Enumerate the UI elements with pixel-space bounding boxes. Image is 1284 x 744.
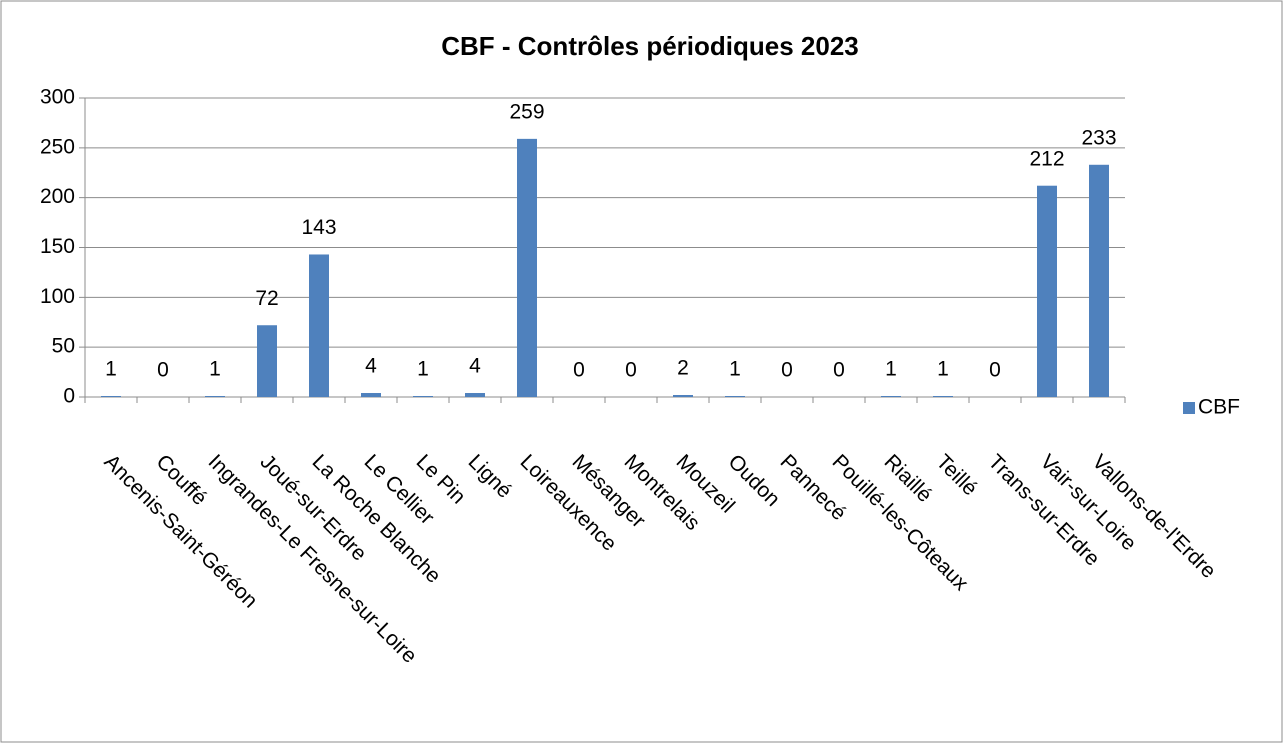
y-tick-label: 50 — [52, 335, 75, 358]
bar — [933, 396, 953, 397]
bar — [101, 396, 121, 397]
y-tick-label: 200 — [40, 185, 75, 208]
y-tick-label: 0 — [63, 385, 75, 408]
data-label: 0 — [573, 359, 585, 382]
y-tick-label: 100 — [40, 285, 75, 308]
chart-title: CBF - Contrôles périodiques 2023 — [441, 31, 859, 61]
data-label: 1 — [885, 358, 897, 381]
bar — [1037, 185, 1057, 397]
y-tick-label: 250 — [40, 135, 75, 158]
data-label: 1 — [417, 358, 429, 381]
bar — [413, 396, 433, 397]
data-label: 259 — [509, 100, 544, 123]
data-label: 2 — [677, 357, 689, 380]
data-label: 0 — [989, 359, 1001, 382]
bar — [673, 395, 693, 397]
legend-label: CBF — [1198, 396, 1240, 419]
data-label: 4 — [469, 355, 481, 378]
legend-swatch — [1183, 402, 1195, 414]
data-label: 1 — [937, 358, 949, 381]
y-tick-label: 150 — [40, 235, 75, 258]
bar — [517, 138, 537, 397]
bar — [725, 396, 745, 397]
data-label: 72 — [255, 287, 278, 310]
data-label: 0 — [157, 359, 169, 382]
data-label: 4 — [365, 355, 377, 378]
data-label: 0 — [781, 359, 793, 382]
bar — [465, 393, 485, 397]
data-label: 143 — [301, 216, 336, 239]
data-label: 1 — [729, 358, 741, 381]
data-label: 0 — [833, 359, 845, 382]
data-label: 1 — [209, 358, 221, 381]
data-label: 0 — [625, 359, 637, 382]
bar — [361, 393, 381, 397]
bar — [309, 254, 329, 397]
bar — [881, 396, 901, 397]
data-label: 1 — [105, 358, 117, 381]
y-tick-label: 300 — [40, 86, 75, 109]
bar — [205, 396, 225, 397]
bar — [1089, 164, 1109, 397]
data-label: 233 — [1081, 126, 1116, 149]
data-label: 212 — [1029, 147, 1064, 170]
bar — [257, 325, 277, 397]
